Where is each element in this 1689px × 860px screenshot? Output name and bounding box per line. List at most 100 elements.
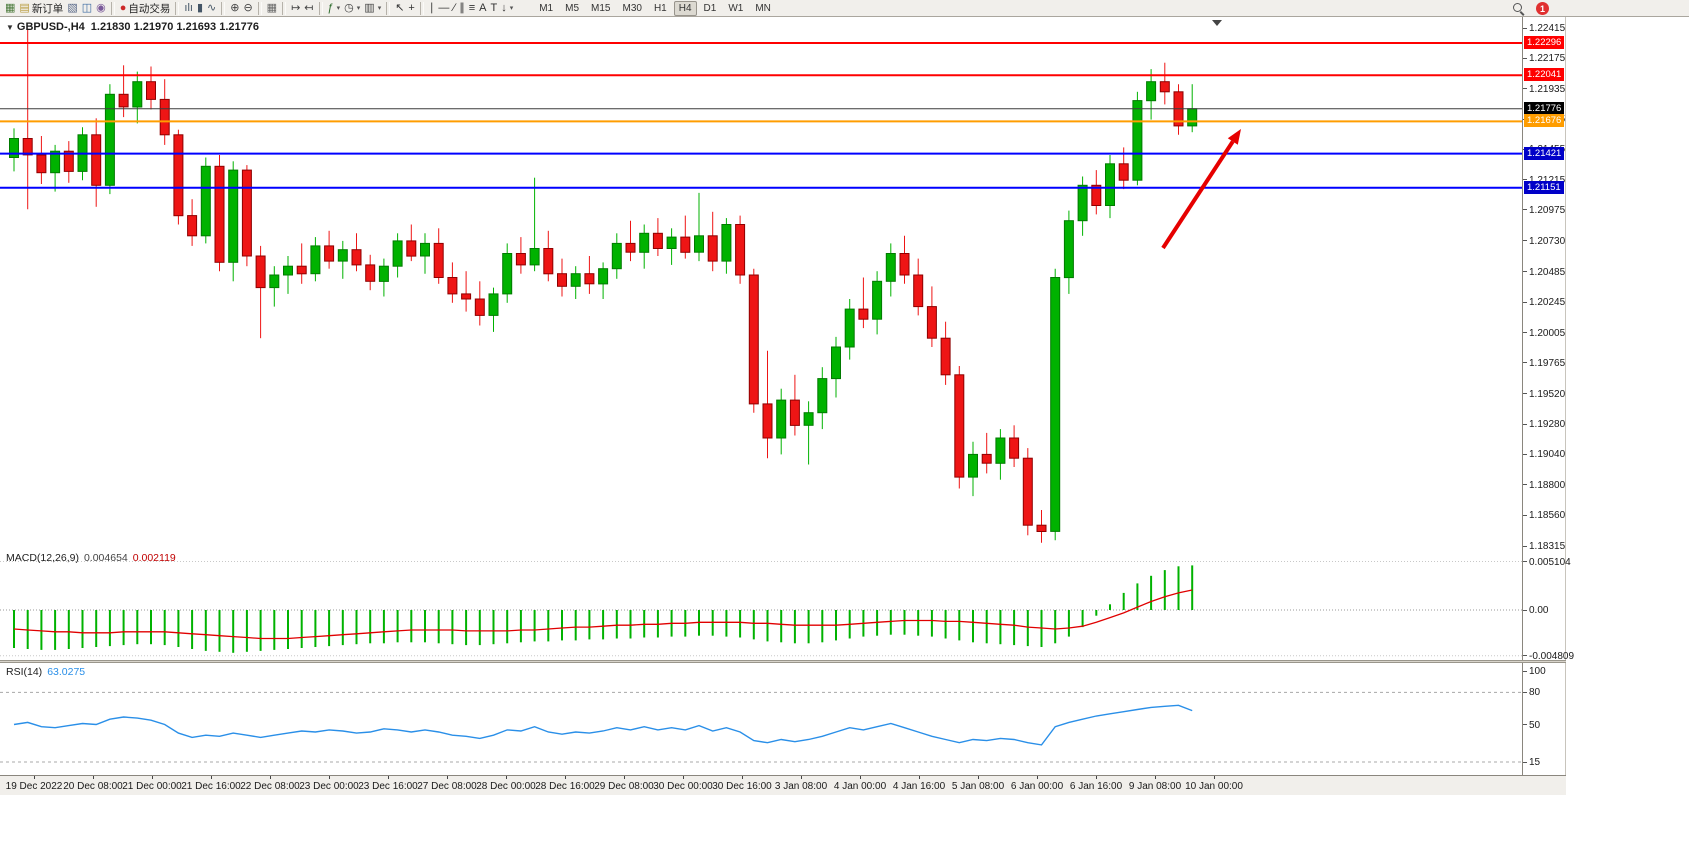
candle bbox=[187, 215, 198, 237]
macd-histogram-bar bbox=[95, 610, 98, 647]
chart-shift-marker[interactable] bbox=[1212, 20, 1222, 26]
new-order-button[interactable]: ▤ 新订单 bbox=[17, 1, 65, 15]
timeframe-m5[interactable]: M5 bbox=[565, 2, 580, 14]
macd-panel[interactable]: MACD(12,26,9) 0.004654 0.002119 bbox=[0, 549, 1522, 660]
time-tick-mark bbox=[860, 776, 861, 779]
candle bbox=[1091, 184, 1102, 207]
notification-badge[interactable]: 1 bbox=[1536, 2, 1549, 15]
macd-histogram-bar bbox=[150, 610, 152, 645]
chart-profiles-button[interactable]: ▧ bbox=[65, 1, 79, 15]
price-tick-label: 1.19765 bbox=[1529, 357, 1566, 369]
vertical-line-button-icon: ∣ bbox=[428, 1, 435, 14]
trend-arrow-annotation[interactable] bbox=[1161, 129, 1241, 250]
main-chart-panel[interactable]: ▼ GBPUSD-,H4 1.21830 1.21970 1.21693 1.217… bbox=[0, 17, 1522, 546]
price-tick-label: 1.18560 bbox=[1529, 510, 1566, 521]
tile-windows-button[interactable]: ▦ bbox=[265, 1, 279, 15]
price-axis[interactable]: 1.224151.221751.219351.216951.214551.212… bbox=[1522, 17, 1574, 775]
time-tick-label: 6 Jan 00:00 bbox=[1010, 781, 1064, 792]
macd-histogram-bar bbox=[602, 610, 605, 640]
rsi-panel[interactable]: RSI(14) 63.0275 bbox=[0, 663, 1522, 775]
macd-histogram-bar bbox=[1013, 610, 1016, 646]
candle bbox=[543, 248, 554, 275]
symbol-dropdown-icon[interactable]: ▼ bbox=[6, 23, 14, 32]
chart-shift-button[interactable]: ↤ bbox=[302, 1, 315, 15]
new-chart-button[interactable]: ▦ bbox=[3, 1, 17, 15]
candle bbox=[9, 138, 19, 158]
text-label-button[interactable]: T bbox=[488, 1, 499, 15]
candle bbox=[858, 308, 869, 320]
macd-histogram-bar bbox=[1109, 604, 1111, 610]
candle bbox=[831, 346, 841, 380]
candle bbox=[817, 378, 828, 414]
autotrading-button[interactable]: ● 自动交易 bbox=[118, 1, 173, 15]
cursor-button[interactable]: ↖ bbox=[393, 1, 406, 15]
timeframe-d1[interactable]: D1 bbox=[703, 2, 717, 14]
rsi-canvas[interactable] bbox=[0, 663, 1522, 775]
candle bbox=[406, 240, 417, 257]
zoom-in-button-icon: ⊕ bbox=[230, 1, 240, 14]
vertical-line-button[interactable]: ∣ bbox=[427, 1, 437, 15]
time-tick-mark bbox=[801, 776, 802, 779]
auto-scroll-button[interactable]: ↦ bbox=[289, 1, 302, 15]
timeframe-w1[interactable]: W1 bbox=[728, 2, 744, 14]
templates-button[interactable]: ▥ ▾ bbox=[362, 1, 383, 15]
timeframe-m30[interactable]: M30 bbox=[622, 2, 642, 14]
candle bbox=[50, 150, 61, 174]
indicators-button[interactable]: ƒ ▾ bbox=[326, 1, 343, 15]
macd-histogram-bar bbox=[465, 610, 468, 646]
macd-histogram-bar bbox=[944, 610, 947, 639]
time-tick-mark bbox=[624, 776, 625, 779]
candle bbox=[570, 273, 581, 287]
candle bbox=[392, 240, 403, 267]
candle bbox=[748, 274, 759, 405]
macd-histogram-bar bbox=[752, 610, 755, 640]
line-chart-mode-button[interactable]: ∿ bbox=[205, 1, 218, 15]
timeframe-mn[interactable]: MN bbox=[755, 2, 771, 14]
bar-chart-mode-button[interactable]: ılı bbox=[182, 1, 195, 15]
new-order-button-icon: ▤ bbox=[19, 1, 30, 14]
text-button[interactable]: A bbox=[477, 1, 488, 15]
zoom-in-button[interactable]: ⊕ bbox=[228, 1, 241, 15]
data-window-button[interactable]: ◉ bbox=[94, 1, 108, 15]
channel-button[interactable]: ∥ bbox=[457, 1, 467, 15]
macd-histogram-bar bbox=[177, 610, 180, 647]
time-tick-label: 28 Dec 16:00 bbox=[535, 781, 595, 792]
candle bbox=[365, 264, 376, 282]
main-chart-canvas[interactable] bbox=[0, 17, 1522, 546]
price-tick-label: 1.20005 bbox=[1529, 327, 1566, 339]
price-tick-label: 1.20245 bbox=[1529, 297, 1566, 309]
macd-histogram-bar bbox=[725, 610, 728, 637]
candle bbox=[1132, 100, 1143, 181]
chevron-down-icon: ▾ bbox=[509, 5, 514, 12]
time-tick-label: 6 Jan 16:00 bbox=[1069, 781, 1123, 792]
periods-button[interactable]: ◷ ▾ bbox=[342, 1, 362, 15]
arrows-button[interactable]: ↓ ▾ bbox=[499, 1, 515, 15]
zoom-out-button[interactable]: ⊖ bbox=[241, 1, 254, 15]
fibonacci-button-icon: ≡ bbox=[468, 1, 476, 14]
market-watch-button[interactable]: ◫ bbox=[80, 1, 94, 15]
candlestick-mode-button[interactable]: ▮ bbox=[195, 1, 205, 15]
time-axis[interactable]: 19 Dec 2022 20 Dec 08:00 21 Dec 00:00 21 De… bbox=[0, 775, 1566, 795]
trendline-button[interactable]: ∕ bbox=[451, 1, 457, 15]
candle bbox=[324, 245, 335, 262]
macd-histogram-bar bbox=[985, 610, 988, 644]
candle bbox=[789, 399, 800, 426]
timeframe-m1[interactable]: M1 bbox=[539, 2, 554, 14]
timeframe-m15[interactable]: M15 bbox=[591, 2, 611, 14]
crosshair-button[interactable]: + bbox=[406, 1, 416, 15]
candle bbox=[269, 274, 280, 289]
panel-separator[interactable] bbox=[0, 660, 1566, 663]
timeframe-h1[interactable]: H1 bbox=[653, 2, 667, 14]
macd-signal-value: 0.002119 bbox=[132, 552, 176, 564]
price-tick-mark bbox=[1523, 514, 1527, 516]
chart-shift-button-icon: ↤ bbox=[304, 1, 314, 14]
timeframe-h4[interactable]: H4 bbox=[673, 0, 697, 16]
search-icon[interactable] bbox=[1512, 2, 1525, 15]
candle bbox=[529, 248, 540, 266]
horizontal-line-button[interactable]: — bbox=[436, 1, 451, 15]
macd-canvas[interactable] bbox=[0, 549, 1522, 660]
macd-histogram-bar bbox=[547, 610, 550, 642]
fibonacci-button[interactable]: ≡ bbox=[467, 1, 477, 15]
candle bbox=[378, 265, 389, 282]
level-price-badge: 1.22296 bbox=[1524, 36, 1565, 49]
